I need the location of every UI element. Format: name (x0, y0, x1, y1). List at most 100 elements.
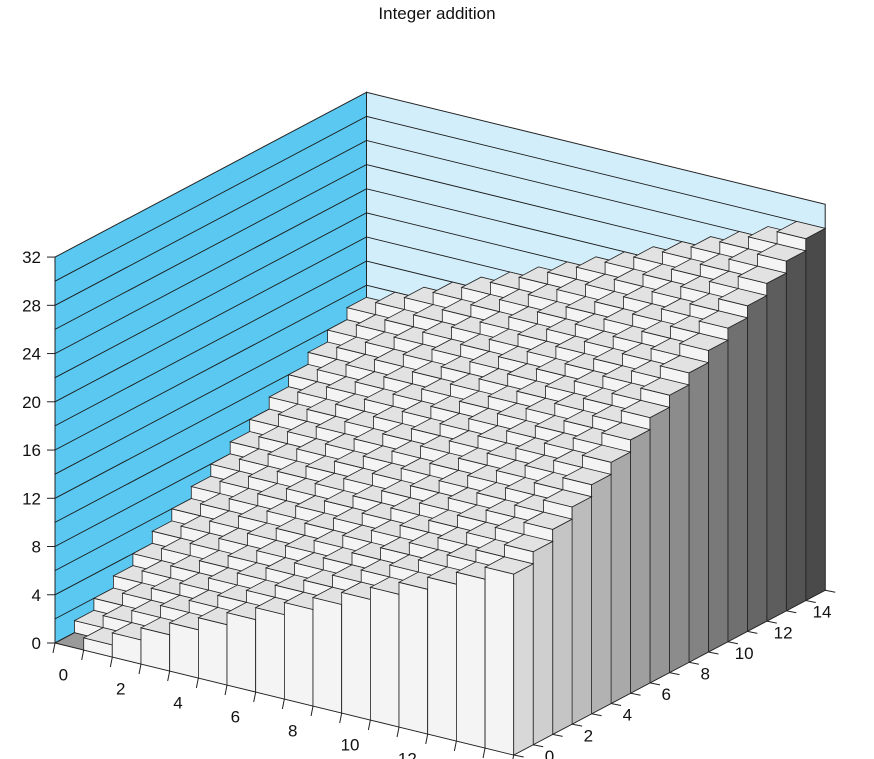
bar-side-face (766, 272, 787, 622)
y-tick (649, 682, 661, 686)
bar-side-face (513, 563, 534, 756)
y-tick (727, 641, 738, 645)
x-tick-label: 8 (288, 722, 297, 741)
x-tick-label: 2 (116, 680, 125, 699)
bar-side-face (747, 294, 768, 633)
bar-top-face (483, 556, 535, 575)
y-tick (513, 754, 524, 758)
y-tick (533, 744, 544, 748)
bar-top-face (522, 511, 574, 530)
bar-side-face (591, 473, 612, 715)
y-tick-label: 14 (813, 603, 832, 622)
x-tick (224, 684, 228, 696)
y-tick-label: 4 (623, 706, 632, 725)
x-tick-label: 12 (398, 750, 417, 759)
z-tick-label: 8 (32, 538, 41, 557)
y-tick (825, 589, 836, 593)
bar-top-face (639, 377, 691, 396)
x-tick (482, 747, 486, 759)
y-tick (747, 630, 758, 634)
z-tick-label: 20 (22, 393, 41, 412)
x-tick (281, 698, 285, 710)
y-tick (630, 692, 641, 696)
z-tick-label: 32 (22, 248, 41, 267)
x-tick (52, 642, 56, 654)
bar-side-face (727, 317, 748, 643)
y-tick-label: 2 (584, 726, 593, 745)
x-tick-label: 0 (59, 666, 68, 685)
y-tick (688, 661, 700, 665)
bar-front-face (140, 627, 171, 672)
z-tick-label: 12 (22, 489, 41, 508)
z-tick-label: 4 (32, 586, 41, 605)
bar-front-face (283, 601, 314, 707)
bar-side-face (649, 406, 670, 684)
y-tick-label: 10 (735, 644, 754, 663)
bar-side-face (532, 540, 554, 746)
bar-front-face (226, 612, 257, 693)
bar-top-face (737, 265, 788, 284)
z-tick-label: 16 (22, 441, 41, 460)
bar-front-face (341, 591, 371, 721)
chart-title: Integer addition (378, 4, 496, 23)
gridline (54, 164, 826, 330)
y-tick (805, 600, 816, 603)
bar-front-face (369, 586, 400, 728)
x-tick (109, 656, 113, 668)
bar-top-face (600, 422, 652, 441)
x-tick-label: 6 (231, 708, 240, 727)
bar-front-face (197, 617, 228, 686)
x-tick (253, 691, 257, 703)
bar-top-face (698, 310, 749, 329)
bar-side-face (688, 361, 709, 663)
x-tick (512, 754, 515, 759)
y-tick (708, 651, 719, 655)
bar-top-face (561, 466, 613, 486)
x-tick (167, 670, 171, 682)
y-tick-label: 8 (700, 664, 709, 683)
bar-top-face (756, 243, 807, 262)
y-tick-label: 6 (662, 685, 671, 704)
bar-front-face (398, 581, 429, 735)
bar-front-face (169, 622, 199, 679)
z-tick-label: 24 (22, 345, 41, 364)
bar-side-face (708, 339, 729, 653)
y-tick (552, 733, 563, 737)
bar-side-face (571, 496, 592, 725)
bar (483, 556, 535, 756)
z-tick-label: 0 (32, 634, 41, 653)
chart-bars (73, 220, 827, 756)
bar-top-face (581, 444, 632, 463)
gridline (54, 140, 826, 306)
bar-front-face (427, 576, 457, 742)
x-tick (195, 677, 199, 689)
bar-front-face (255, 607, 285, 700)
bar-side-face (805, 227, 826, 602)
bar-top-face (717, 288, 768, 307)
x-tick (453, 740, 457, 752)
bar-front-face (455, 571, 486, 749)
bar-side-face (552, 518, 573, 736)
bar-side-face (610, 451, 631, 705)
bar-top-face (678, 332, 730, 351)
bar-top-face (659, 355, 710, 374)
x-tick (138, 663, 142, 675)
bar-side-face (630, 428, 651, 694)
y-tick-label: 12 (774, 623, 793, 642)
x-tick-label: 10 (341, 736, 360, 755)
y-tick (786, 610, 797, 614)
bar-side-face (669, 384, 690, 674)
y-tick (591, 713, 602, 717)
chart-axes: 0481216202428320246810121402468101214 (22, 248, 836, 759)
bar-side-face (785, 250, 807, 612)
x-tick-label: 4 (173, 694, 182, 713)
x-tick (81, 649, 85, 661)
x-tick (310, 705, 314, 717)
y-tick-label: 0 (545, 747, 554, 759)
bar-front-face (312, 596, 343, 714)
bar-front-face (484, 566, 515, 756)
x-tick (396, 726, 400, 738)
x-tick (339, 712, 343, 724)
bar-top-face (620, 399, 671, 419)
